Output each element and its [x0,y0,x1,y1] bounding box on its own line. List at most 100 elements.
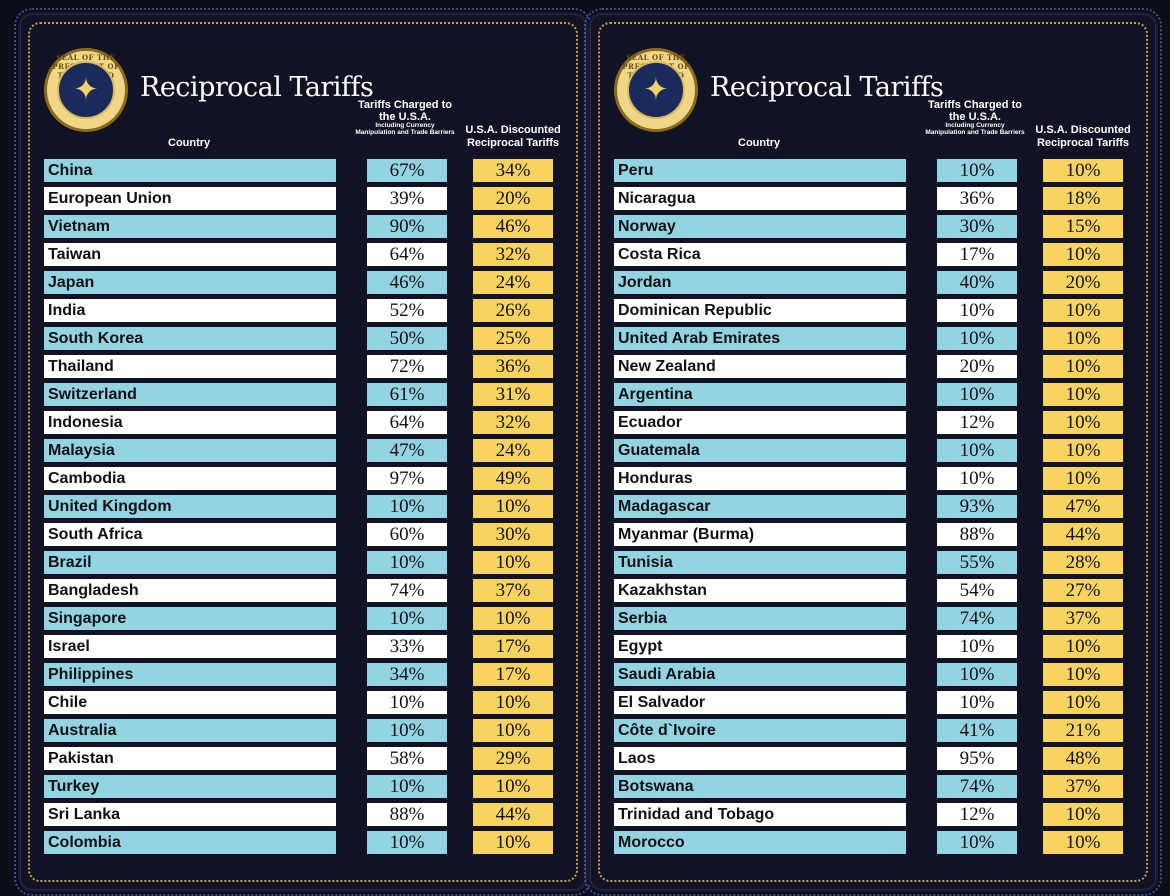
header-charged-sub: Including Currency Manipulation and Trad… [355,122,455,136]
reciprocal-tariff-cell: 28% [1043,551,1123,574]
reciprocal-tariff-cell: 10% [1043,159,1123,182]
tariff-charged-cell: 93% [937,495,1017,518]
tariff-charged-cell: 74% [937,775,1017,798]
tariff-charged-cell: 40% [937,271,1017,294]
country-cell: Malaysia [44,439,336,462]
seal-text: SEAL OF THE PRESIDENT OF THE UNITED STAT… [622,53,690,89]
reciprocal-tariff-cell: 29% [473,747,553,770]
header-reciprocal: U.S.A. Discounted Reciprocal Tariffs [465,124,561,149]
reciprocal-tariff-cell: 44% [1043,523,1123,546]
reciprocal-tariff-cell: 10% [1043,383,1123,406]
reciprocal-tariff-cell: 31% [473,383,553,406]
country-cell: Madagascar [614,495,906,518]
reciprocal-tariff-cell: 10% [1043,439,1123,462]
country-cell: Switzerland [44,383,336,406]
tariff-charged-cell: 10% [937,691,1017,714]
tariff-charged-cell: 88% [937,523,1017,546]
reciprocal-tariff-cell: 26% [473,299,553,322]
country-cell: Colombia [44,831,336,854]
reciprocal-tariff-cell: 48% [1043,747,1123,770]
country-cell: New Zealand [614,355,906,378]
country-cell: Egypt [614,635,906,658]
country-cell: Philippines [44,663,336,686]
reciprocal-tariff-cell: 10% [1043,299,1123,322]
reciprocal-tariff-cell: 10% [473,551,553,574]
tariff-charged-cell: 52% [367,299,447,322]
country-cell: Brazil [44,551,336,574]
country-cell: Pakistan [44,747,336,770]
reciprocal-tariff-cell: 10% [1043,831,1123,854]
tariff-charged-cell: 30% [937,215,1017,238]
reciprocal-tariff-cell: 10% [1043,355,1123,378]
country-cell: Sri Lanka [44,803,336,826]
header-charged-main: Tariffs Charged to the U.S.A. [928,99,1022,123]
tariff-charged-cell: 10% [367,495,447,518]
presidential-seal-icon: SEAL OF THE PRESIDENT OF THE UNITED STAT… [44,48,128,132]
country-cell: Taiwan [44,243,336,266]
tariff-charged-cell: 10% [937,467,1017,490]
tariff-charged-cell: 10% [937,439,1017,462]
country-cell: Morocco [614,831,906,854]
reciprocal-tariff-cell: 10% [1043,663,1123,686]
country-cell: Ecuador [614,411,906,434]
country-cell: Dominican Republic [614,299,906,322]
tariff-charged-cell: 12% [937,803,1017,826]
country-cell: Indonesia [44,411,336,434]
country-cell: China [44,159,336,182]
tariff-charged-cell: 10% [937,831,1017,854]
tariff-charged-cell: 10% [367,831,447,854]
tariff-charged-cell: 95% [937,747,1017,770]
country-cell: Guatemala [614,439,906,462]
reciprocal-tariff-cell: 10% [473,607,553,630]
tariff-charged-cell: 64% [367,411,447,434]
reciprocal-tariff-cell: 21% [1043,719,1123,742]
country-cell: Nicaragua [614,187,906,210]
reciprocal-tariff-cell: 15% [1043,215,1123,238]
tariff-charged-cell: 10% [367,551,447,574]
reciprocal-tariff-cell: 24% [473,271,553,294]
reciprocal-tariff-cell: 44% [473,803,553,826]
country-cell: Laos [614,747,906,770]
country-cell: Kazakhstan [614,579,906,602]
tariff-charged-cell: 10% [937,159,1017,182]
tariff-charged-cell: 64% [367,243,447,266]
country-cell: United Kingdom [44,495,336,518]
reciprocal-tariff-cell: 32% [473,243,553,266]
country-cell: India [44,299,336,322]
tariff-charged-cell: 55% [937,551,1017,574]
header-charged-sub: Including Currency Manipulation and Trad… [925,122,1025,136]
reciprocal-tariff-cell: 49% [473,467,553,490]
reciprocal-tariff-cell: 10% [1043,691,1123,714]
tariff-charged-cell: 88% [367,803,447,826]
country-cell: Saudi Arabia [614,663,906,686]
tariff-charged-cell: 10% [937,299,1017,322]
country-cell: Japan [44,271,336,294]
reciprocal-tariff-cell: 10% [1043,327,1123,350]
country-cell: Tunisia [614,551,906,574]
tariff-charged-cell: 17% [937,243,1017,266]
tariff-charged-cell: 67% [367,159,447,182]
tariff-charged-cell: 10% [937,327,1017,350]
country-cell: Trinidad and Tobago [614,803,906,826]
country-cell: Norway [614,215,906,238]
presidential-seal-icon: SEAL OF THE PRESIDENT OF THE UNITED STAT… [614,48,698,132]
tariff-charged-cell: 10% [367,607,447,630]
tariff-panel-right: SEAL OF THE PRESIDENT OF THE UNITED STAT… [584,8,1162,896]
reciprocal-tariff-cell: 46% [473,215,553,238]
header-tariffs-charged: Tariffs Charged to the U.S.A. Including … [355,99,455,137]
country-cell: El Salvador [614,691,906,714]
country-cell: United Arab Emirates [614,327,906,350]
tariff-charged-cell: 34% [367,663,447,686]
tariff-charged-cell: 54% [937,579,1017,602]
tariff-charged-cell: 20% [937,355,1017,378]
panel-title: Reciprocal Tariffs [140,72,374,103]
reciprocal-tariff-cell: 36% [473,355,553,378]
country-cell: Singapore [44,607,336,630]
tariff-charged-cell: 97% [367,467,447,490]
seal-text: SEAL OF THE PRESIDENT OF THE UNITED STAT… [52,53,120,89]
country-cell: Peru [614,159,906,182]
country-cell: Serbia [614,607,906,630]
tariff-charged-cell: 46% [367,271,447,294]
reciprocal-tariff-cell: 17% [473,663,553,686]
tariff-charged-cell: 10% [937,383,1017,406]
